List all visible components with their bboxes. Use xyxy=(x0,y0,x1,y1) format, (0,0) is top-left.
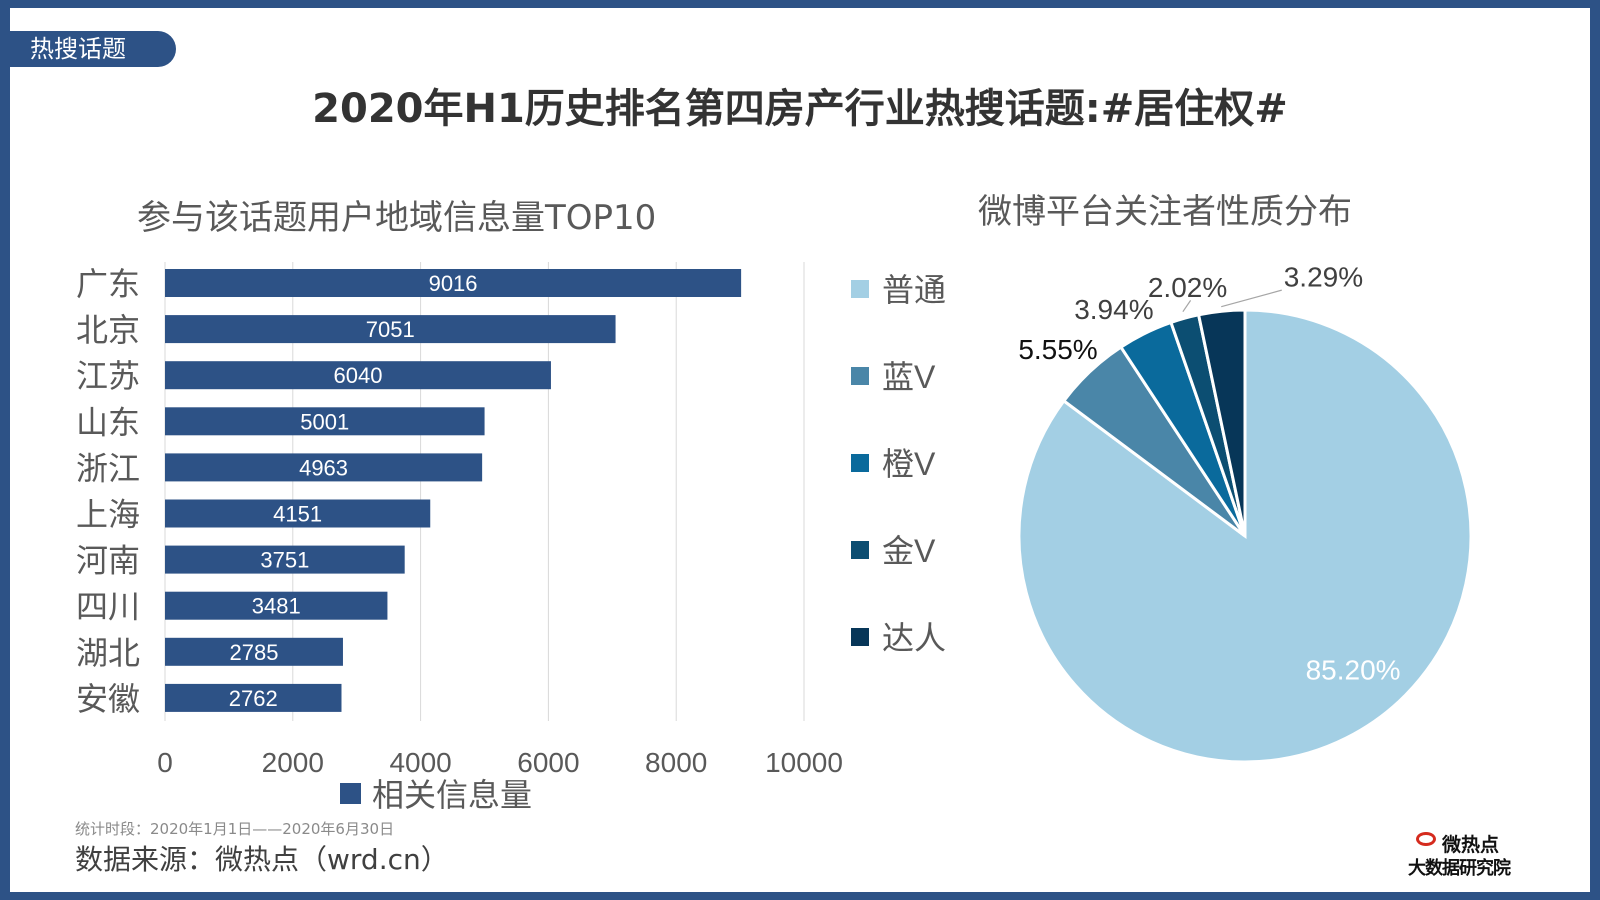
bar-value-label: 6040 xyxy=(334,363,383,388)
x-tick-label: 0 xyxy=(157,747,173,778)
category-label: 湖北 xyxy=(76,635,140,671)
logo-line2: 大数据研究院 xyxy=(1408,858,1511,879)
pie-value-label: 5.55% xyxy=(1018,334,1097,365)
pie-value-label: 2.02% xyxy=(1148,272,1227,303)
page-title: 2020年H1历史排名第四房产行业热搜话题:#居住权# xyxy=(312,86,1288,132)
pie-value-label: 85.20% xyxy=(1306,654,1401,685)
legend-swatch xyxy=(851,628,869,646)
legend-swatch xyxy=(851,280,869,298)
legend-swatch xyxy=(851,454,869,472)
category-label: 北京 xyxy=(76,312,140,348)
legend-swatch xyxy=(851,541,869,559)
x-tick-label: 4000 xyxy=(389,747,451,778)
category-label: 江苏 xyxy=(76,358,140,394)
bar-value-label: 3481 xyxy=(252,594,301,619)
legend-label: 达人 xyxy=(882,620,946,656)
bar-value-label: 9016 xyxy=(429,271,478,296)
x-tick-label: 10000 xyxy=(765,747,843,778)
leader-line xyxy=(1221,289,1282,308)
legend-label: 蓝V xyxy=(882,359,936,395)
bar xyxy=(165,453,483,482)
bar xyxy=(165,269,742,297)
bar-value-label: 7051 xyxy=(366,317,415,342)
category-label: 四川 xyxy=(76,589,140,625)
legend-label: 橙V xyxy=(882,446,936,482)
x-tick-label: 2000 xyxy=(262,747,324,778)
bar-value-label: 2785 xyxy=(230,640,279,665)
period-note: 统计时段：2020年1月1日——2020年6月30日 xyxy=(75,820,395,838)
bar-value-label: 3751 xyxy=(260,548,309,573)
legend-label: 金V xyxy=(882,533,936,569)
bar-value-label: 4963 xyxy=(299,455,348,480)
category-label: 浙江 xyxy=(76,450,140,486)
x-tick-label: 6000 xyxy=(517,747,579,778)
legend-swatch xyxy=(340,783,361,804)
data-source: 数据来源：微热点（wrd.cn） xyxy=(75,843,449,876)
legend-label: 相关信息量 xyxy=(372,777,532,813)
bar xyxy=(165,545,405,574)
bar xyxy=(165,499,431,528)
logo-line1: 微热点 xyxy=(1442,834,1500,856)
category-label: 山东 xyxy=(76,404,140,440)
category-label: 河南 xyxy=(76,543,140,579)
category-label: 上海 xyxy=(76,497,140,533)
bar xyxy=(165,637,343,666)
bar xyxy=(165,591,388,620)
bar-value-label: 2762 xyxy=(229,686,278,711)
pie-value-label: 3.29% xyxy=(1284,262,1363,293)
bar-value-label: 5001 xyxy=(300,409,349,434)
leader-line xyxy=(1182,300,1192,313)
bar xyxy=(165,407,485,436)
bar-value-label: 4151 xyxy=(273,502,322,527)
pie-slice xyxy=(1196,308,1247,537)
weiredian-logo: 微热点 大数据研究院 xyxy=(1408,830,1548,880)
x-tick-label: 8000 xyxy=(645,747,707,778)
bar-chart-title: 参与该话题用户地域信息量TOP10 xyxy=(137,198,657,238)
category-label: 安徽 xyxy=(76,681,140,717)
legend-label: 普通 xyxy=(882,272,946,308)
legend-swatch xyxy=(851,367,869,385)
bar xyxy=(165,683,342,712)
bar xyxy=(165,315,616,344)
bar xyxy=(165,361,551,390)
section-tag: 热搜话题 xyxy=(8,31,176,67)
pie-value-label: 3.94% xyxy=(1074,294,1153,325)
pie-chart-title: 微博平台关注者性质分布 xyxy=(978,192,1352,232)
category-label: 广东 xyxy=(76,266,140,302)
logo-eye-icon xyxy=(1416,832,1436,846)
